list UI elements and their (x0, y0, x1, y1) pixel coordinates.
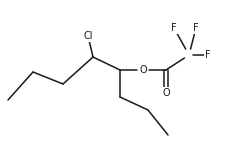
Text: O: O (161, 88, 169, 98)
Text: F: F (170, 23, 176, 33)
Text: F: F (192, 23, 198, 33)
Text: F: F (204, 50, 210, 60)
Text: O: O (139, 65, 146, 75)
Text: Cl: Cl (83, 31, 92, 41)
